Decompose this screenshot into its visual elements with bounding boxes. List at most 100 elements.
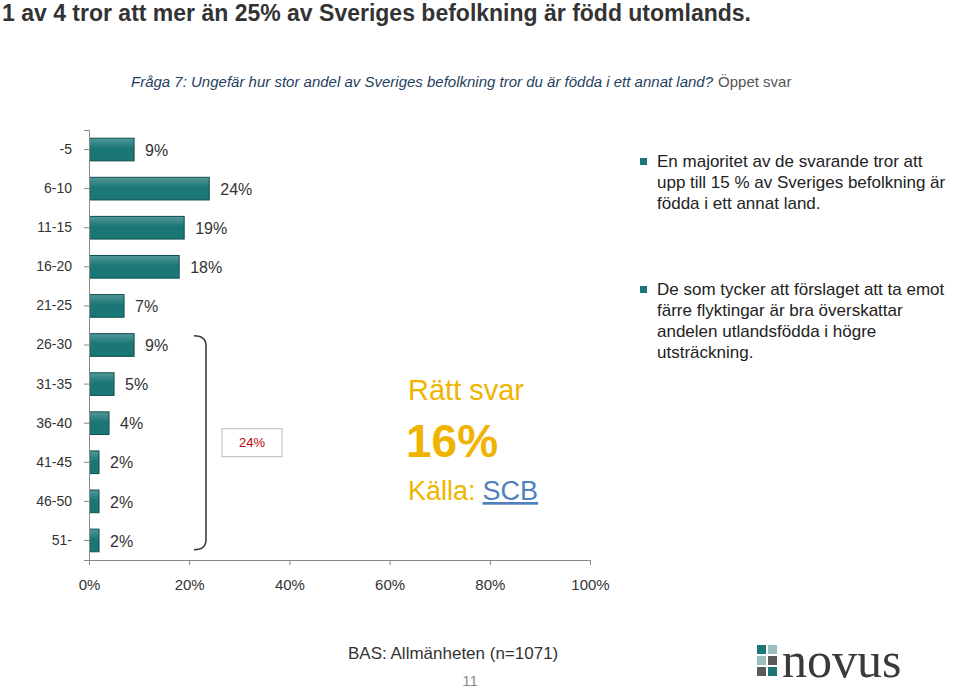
x-axis: 0% 20% 40% 60% 80% 100%	[79, 560, 610, 593]
tick-label: 0%	[79, 576, 101, 593]
tick-label: 51-	[52, 532, 73, 548]
y-tick: 26-30	[36, 336, 89, 352]
bar	[89, 412, 109, 435]
logo-square	[757, 667, 766, 676]
tick-label: 31-35	[36, 376, 72, 392]
y-tick: 21-25	[36, 297, 89, 313]
x-tick: 80%	[475, 560, 505, 593]
logo-square	[757, 656, 766, 665]
bar	[89, 138, 134, 161]
base-note: BAS: Allmänheten (n=1071)	[348, 644, 558, 663]
source-label: Källa:	[408, 476, 476, 506]
bullet-text: De som tycker att förslaget att ta emot …	[657, 279, 947, 363]
axis-line	[84, 131, 90, 561]
tick-mark	[84, 384, 89, 385]
bracket	[194, 336, 206, 550]
tick-label: 100%	[571, 576, 609, 593]
tick-label: 16-20	[36, 258, 72, 274]
data-label: 5%	[125, 376, 148, 393]
logo-text: novus	[782, 632, 901, 688]
tick-label: 40%	[275, 576, 305, 593]
y-axis: -5 6-10 11-15 16-20 21-25 26-30 31-35 36-40 41-4…	[36, 131, 89, 561]
subtitle-text: Fråga 7: Ungefär hur stor andel av Sveri…	[131, 73, 714, 90]
bullet-text: En majoritet av de svarande tror att upp…	[657, 151, 947, 214]
tick-label: 21-25	[36, 297, 72, 313]
logo-square	[757, 645, 766, 654]
bar	[89, 295, 124, 318]
tick-mark	[490, 560, 491, 565]
tick-mark	[390, 560, 391, 565]
tick-label: 11-15	[37, 219, 72, 235]
bar	[89, 255, 179, 278]
tick-label: 36-40	[36, 415, 72, 431]
bar	[89, 373, 114, 396]
bullet-marker	[640, 158, 647, 165]
bar	[89, 529, 99, 552]
tick-label: 46-50	[36, 493, 72, 509]
logo-square	[768, 645, 777, 654]
source: Källa:SCB	[408, 476, 538, 506]
x-tick: 0%	[79, 560, 101, 593]
bullet-marker	[640, 286, 647, 293]
bar	[89, 490, 99, 513]
bars	[89, 138, 209, 552]
data-labels: 9% 24% 19% 18% 7% 9% 5% 4% 2% 2% 2%	[110, 142, 252, 550]
tick-mark	[590, 560, 591, 565]
tick-label: 6-10	[44, 180, 72, 196]
data-label: 2%	[110, 533, 133, 550]
tick-mark	[84, 305, 89, 306]
y-tick: 41-45	[36, 454, 89, 470]
bracket-label: 24%	[239, 435, 265, 450]
tick-mark	[84, 462, 89, 463]
data-label: 4%	[120, 415, 143, 432]
data-label: 19%	[195, 220, 227, 237]
tick-label: 60%	[375, 576, 405, 593]
tick-mark	[84, 266, 89, 267]
tick-mark	[84, 188, 89, 189]
y-tick: 11-15	[37, 219, 89, 235]
data-label: 18%	[190, 259, 222, 276]
data-label: 9%	[145, 337, 168, 354]
tick-mark	[84, 501, 89, 502]
chart: 1 av 4 tror att mer än 25% av Sveriges b…	[0, 0, 959, 688]
x-tick: 100%	[571, 560, 609, 593]
tick-mark	[84, 345, 89, 346]
source-name: SCB	[483, 476, 539, 506]
tick-mark	[189, 560, 190, 565]
logo: novus	[757, 632, 901, 688]
subtitle-note: Öppet svar	[718, 73, 791, 90]
logo-square	[768, 656, 777, 665]
tick-label: 20%	[175, 576, 205, 593]
bar	[89, 216, 184, 239]
y-tick: 36-40	[36, 415, 89, 431]
tick-mark	[84, 149, 89, 150]
y-tick: 31-35	[36, 376, 89, 392]
tick-mark	[84, 227, 89, 228]
y-tick: -5	[60, 141, 89, 157]
y-tick: 46-50	[36, 493, 89, 509]
title: 1 av 4 tror att mer än 25% av Sveriges b…	[2, 0, 751, 26]
tick-label: 41-45	[36, 454, 72, 470]
tick-label: -5	[60, 141, 73, 157]
answer-label: Rätt svar	[408, 374, 524, 406]
y-tick: 16-20	[36, 258, 89, 274]
x-tick: 60%	[375, 560, 405, 593]
y-tick: 51-	[52, 532, 89, 548]
tick-label: 80%	[475, 576, 505, 593]
logo-square	[768, 667, 777, 676]
bar	[89, 451, 99, 474]
page-number: 11	[462, 672, 478, 688]
bracket-label-box	[222, 429, 282, 457]
bar	[89, 177, 209, 200]
answer-value: 16%	[406, 415, 498, 467]
subtitle: Fråga 7: Ungefär hur stor andel av Sveri…	[131, 73, 791, 90]
data-label: 9%	[145, 142, 168, 159]
data-label: 24%	[220, 181, 252, 198]
tick-label: 26-30	[36, 336, 72, 352]
data-label: 2%	[110, 454, 133, 471]
axis-line	[90, 561, 591, 566]
x-tick: 40%	[275, 560, 305, 593]
data-label: 2%	[110, 494, 133, 511]
data-label: 7%	[135, 298, 158, 315]
tick-mark	[289, 560, 290, 565]
